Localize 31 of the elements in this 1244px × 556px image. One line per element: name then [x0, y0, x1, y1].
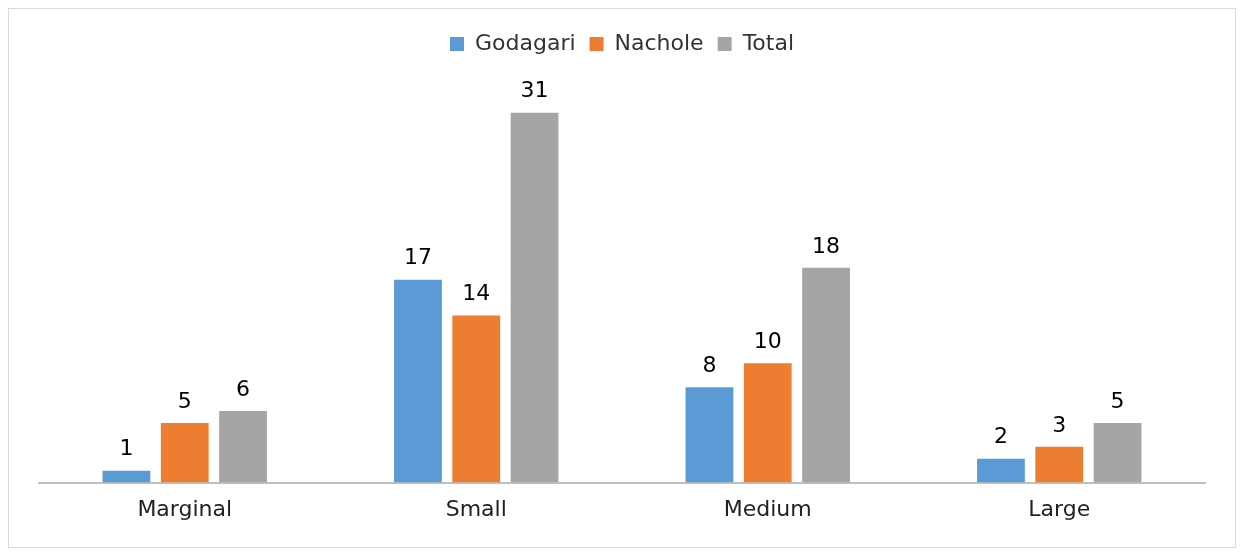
bar [802, 267, 850, 483]
legend-label: Godagari [474, 29, 576, 55]
data-label: 2 [993, 423, 1008, 449]
bar [1035, 446, 1084, 483]
x-tick-label: Large [1028, 495, 1091, 521]
bar [510, 112, 559, 483]
x-tick-label: Small [445, 495, 507, 521]
legend-label: Total [741, 29, 795, 55]
bar [977, 458, 1025, 483]
legend-label: Nachole [614, 29, 704, 55]
data-label: 18 [812, 232, 841, 258]
bar [160, 422, 209, 483]
data-label: 17 [403, 244, 432, 270]
data-label: 6 [236, 375, 251, 401]
data-label: 8 [702, 351, 717, 377]
bar [394, 279, 442, 483]
data-label: 31 [520, 77, 549, 103]
data-label: 1 [119, 435, 134, 461]
x-tick-label: Medium [723, 495, 812, 521]
data-label: 3 [1052, 411, 1067, 437]
bar [1093, 422, 1142, 483]
bar [743, 363, 792, 483]
data-label: 10 [753, 328, 782, 353]
bar [102, 470, 151, 483]
bar [685, 387, 734, 483]
x-tick-label: Marginal [137, 495, 233, 521]
bar [452, 315, 501, 483]
data-label: 5 [177, 387, 192, 413]
data-label: 14 [462, 280, 491, 306]
data-label: 5 [1110, 387, 1125, 413]
bar [219, 411, 267, 483]
